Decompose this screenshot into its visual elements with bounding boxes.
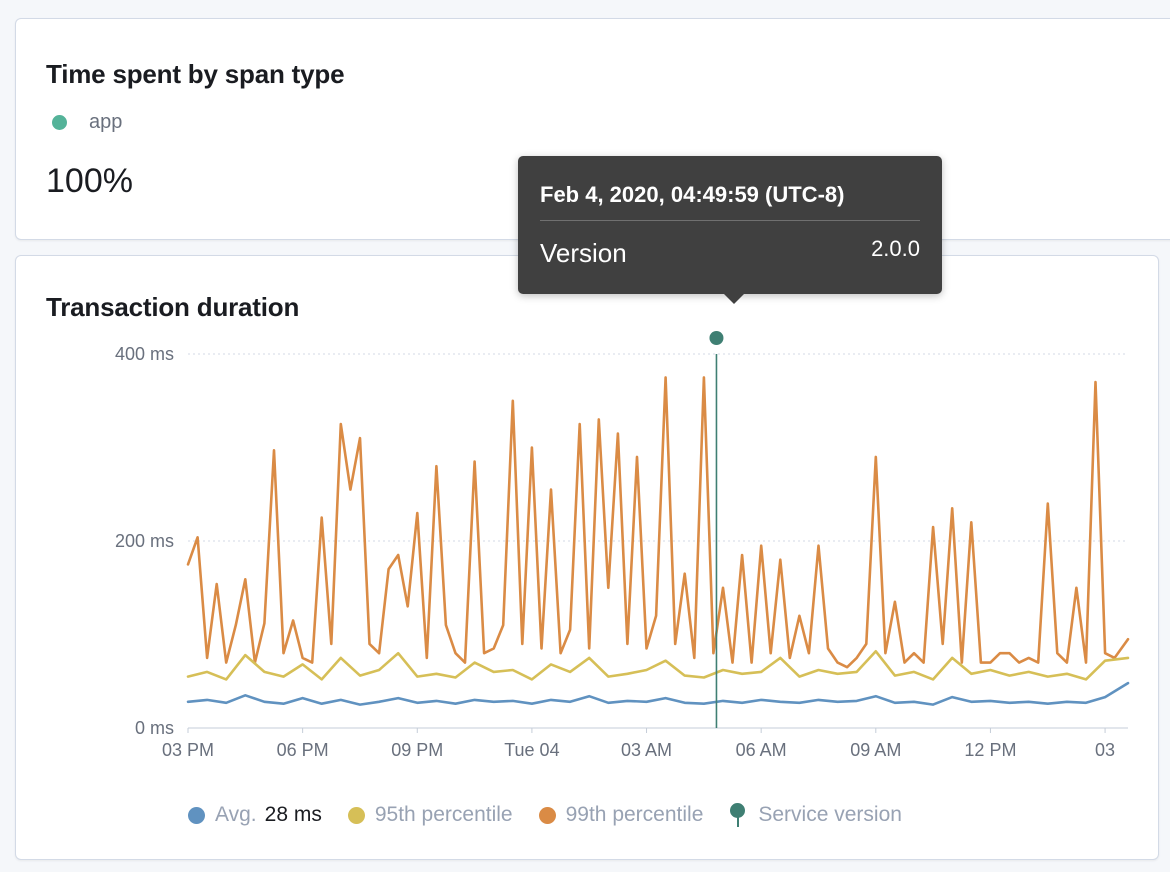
legend-item-avg[interactable]: Avg. 28 ms <box>188 803 322 827</box>
y-tick-label: 200 ms <box>115 531 174 551</box>
chart-series <box>186 376 1130 706</box>
x-tick-label: 06 AM <box>736 740 787 760</box>
tooltip-key: Version <box>540 238 627 268</box>
x-tick-label: 12 PM <box>964 740 1016 760</box>
legend-item-p99[interactable]: 99th percentile <box>538 803 704 827</box>
tooltip-title: Feb 4, 2020, 04:49:59 (UTC-8) <box>540 182 845 207</box>
chart-grid <box>188 353 1128 542</box>
service-version-dot[interactable] <box>709 331 724 345</box>
series-line-avg[interactable] <box>186 681 1130 706</box>
y-axis: 0 ms 200 ms 400 ms <box>115 344 174 738</box>
tooltip-value: 2.0.0 <box>871 236 920 261</box>
span-type-percentage: 100% <box>46 162 133 200</box>
x-tick-label: 03 PM <box>162 740 214 760</box>
app-legend-dot-icon <box>52 115 67 130</box>
x-axis: 03 PM 06 PM 09 PM Tue 04 03 AM 06 AM 09 AM 12 P… <box>162 727 1128 760</box>
transaction-duration-title: Transaction duration <box>46 292 300 322</box>
legend-avg-value: 28 ms <box>264 803 322 826</box>
span-type-title: Time spent by span type <box>46 59 345 89</box>
x-tick-label: Tue 04 <box>504 740 559 760</box>
x-tick-label: 09 AM <box>850 740 901 760</box>
series-line-p99[interactable] <box>186 376 1130 669</box>
x-tick-label: 03 AM <box>621 740 672 760</box>
y-tick-label: 400 ms <box>115 344 174 364</box>
series-line-p95[interactable] <box>186 649 1130 681</box>
legend-item-service-version[interactable]: Service version <box>729 802 902 828</box>
legend-item-p95[interactable]: 95th percentile <box>347 803 513 827</box>
legend-service-version-label: Service version <box>758 803 902 826</box>
legend-p99-dot-icon <box>538 806 556 824</box>
x-tick-label: 03 <box>1095 740 1115 760</box>
legend-p95-dot-icon <box>347 806 365 824</box>
tooltip-divider <box>540 220 920 221</box>
app-legend-label: app <box>89 111 123 133</box>
transaction-duration-panel: Transaction duration 0 ms 200 ms 400 ms 03… <box>15 255 1159 860</box>
x-tick-label: 09 PM <box>391 740 443 760</box>
app-legend-item[interactable]: app <box>52 111 122 134</box>
chart-legend: Avg. 28 ms 95th percentile 99th percenti… <box>188 802 928 828</box>
legend-p99-label: 99th percentile <box>565 803 704 826</box>
legend-p95-label: 95th percentile <box>374 803 513 826</box>
x-tick-label: 06 PM <box>277 740 329 760</box>
legend-avg-label: Avg. <box>215 803 257 826</box>
service-version-markers[interactable] <box>709 331 724 728</box>
y-tick-label: 0 ms <box>135 718 174 738</box>
legend-avg-dot-icon <box>188 806 205 824</box>
version-tooltip: Feb 4, 2020, 04:49:59 (UTC-8) Version 2.… <box>518 156 942 304</box>
service-version-pin-icon <box>729 802 746 828</box>
